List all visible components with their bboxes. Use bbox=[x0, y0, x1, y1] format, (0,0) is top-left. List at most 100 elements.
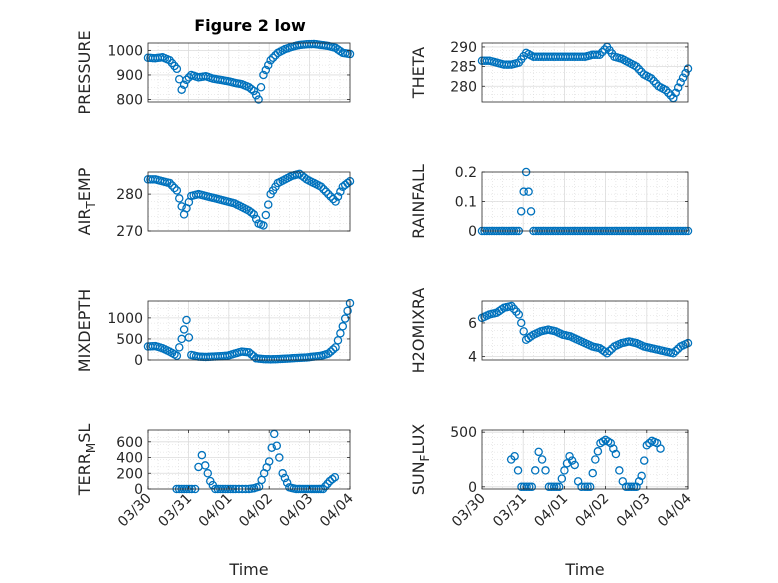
data-point-interp bbox=[629, 482, 639, 492]
data-point-interp bbox=[588, 468, 597, 478]
data-point-interp bbox=[179, 325, 189, 334]
y-tick-label: 0 bbox=[134, 353, 143, 369]
data-point-interp bbox=[526, 207, 536, 216]
data-point-interp bbox=[272, 441, 282, 450]
x-tick-label: 04/02 bbox=[573, 491, 613, 531]
data-point-interp bbox=[336, 187, 345, 196]
data-point bbox=[249, 210, 259, 219]
y-axis-label: THETA bbox=[409, 47, 428, 99]
data-point bbox=[324, 349, 333, 358]
data-point-interp bbox=[203, 469, 213, 478]
data-point bbox=[172, 351, 182, 361]
data-point-interp bbox=[267, 443, 276, 452]
y-tick-label: 285 bbox=[450, 60, 477, 76]
panel-air_temp: 270 280 AIRTEMP bbox=[75, 167, 355, 240]
data-point bbox=[615, 466, 624, 475]
y-axis-label: TERRMSL bbox=[75, 424, 98, 497]
data-point bbox=[541, 466, 550, 475]
data-point-interp bbox=[251, 214, 261, 224]
data-point bbox=[172, 64, 182, 74]
data-point bbox=[595, 50, 604, 60]
data-point-interp bbox=[649, 76, 658, 86]
data-point-interp bbox=[268, 53, 278, 63]
data-point-interp bbox=[247, 84, 256, 94]
y-axis-label: H2OMIXRA bbox=[409, 288, 428, 374]
y-tick-label: 400 bbox=[116, 451, 143, 467]
x-tick-label: 03/31 bbox=[155, 491, 195, 531]
data-point bbox=[534, 447, 543, 457]
x-tick-label: 04/01 bbox=[196, 491, 236, 531]
y-tick-label: 600 bbox=[116, 435, 143, 451]
data-point-interp bbox=[184, 333, 194, 342]
data-point-interp bbox=[256, 83, 266, 92]
data-point-interp bbox=[326, 347, 336, 356]
data-point bbox=[646, 74, 656, 83]
panel-mixdepth: 0 500 1000 MIXDEPTH bbox=[75, 289, 355, 372]
data-point bbox=[637, 471, 646, 481]
data-point bbox=[560, 466, 569, 475]
axes-box bbox=[481, 300, 689, 361]
y-axis-label: SUNFLUX bbox=[409, 424, 432, 496]
axes-box bbox=[147, 429, 351, 490]
data-point bbox=[537, 455, 547, 464]
y-tick-label: 500 bbox=[450, 425, 477, 441]
x-tick-label: 04/03 bbox=[277, 491, 317, 531]
data-point-interp bbox=[600, 45, 609, 54]
data-point-interp bbox=[519, 187, 528, 196]
data-point-interp bbox=[328, 345, 338, 354]
data-point-interp bbox=[319, 184, 328, 194]
data-point-interp bbox=[261, 210, 271, 220]
y-tick-label: 4 bbox=[468, 350, 477, 366]
data-point-interp bbox=[321, 482, 330, 491]
y-tick-label: 0.2 bbox=[455, 165, 477, 181]
grid bbox=[148, 430, 350, 489]
data-point bbox=[259, 70, 268, 80]
data-point bbox=[565, 451, 574, 461]
data-point-interp bbox=[167, 181, 177, 190]
axes-box bbox=[147, 300, 351, 361]
data-point bbox=[661, 85, 671, 95]
y-tick-label: 280 bbox=[450, 79, 477, 95]
data-point-interp bbox=[323, 479, 332, 489]
data-point bbox=[602, 349, 612, 358]
data-point-interp bbox=[516, 207, 526, 216]
data-point-interp bbox=[557, 474, 567, 483]
data-point bbox=[324, 189, 333, 199]
data-point bbox=[165, 178, 174, 188]
grid bbox=[148, 301, 350, 360]
data-point-interp bbox=[247, 208, 256, 217]
y-tick-label: 280 bbox=[116, 187, 143, 203]
data-point-interp bbox=[524, 482, 534, 492]
y-tick-label: 6 bbox=[468, 316, 477, 332]
data-point bbox=[513, 466, 523, 475]
data-point bbox=[577, 482, 586, 492]
data-point bbox=[676, 78, 685, 87]
x-tick-label: 03/30 bbox=[449, 491, 489, 531]
axes-box bbox=[481, 42, 689, 103]
data-point-interp bbox=[251, 90, 261, 100]
data-point bbox=[172, 186, 182, 195]
data-point bbox=[278, 469, 287, 478]
y-axis-label: AIRTEMP bbox=[75, 167, 98, 235]
series-air_temp bbox=[143, 169, 355, 230]
panel-h2omixra: 4 6 H2OMIXRA bbox=[409, 288, 693, 374]
data-point-interp bbox=[678, 73, 688, 82]
data-point bbox=[611, 449, 621, 459]
data-point-interp bbox=[328, 474, 337, 484]
data-point-interp bbox=[263, 60, 273, 70]
data-point-interp bbox=[567, 456, 577, 465]
data-point bbox=[669, 349, 678, 358]
series-mixdepth bbox=[143, 298, 355, 364]
y-tick-label: 0.1 bbox=[455, 195, 477, 211]
data-point bbox=[182, 75, 191, 85]
data-point bbox=[530, 466, 540, 475]
data-point bbox=[555, 482, 564, 492]
data-point bbox=[585, 482, 595, 492]
y-tick-label: 0 bbox=[134, 482, 143, 498]
data-point bbox=[642, 441, 652, 450]
data-point bbox=[570, 460, 579, 470]
y-tick-label: 0 bbox=[468, 224, 477, 240]
figure-title: Figure 2 low bbox=[194, 16, 306, 35]
data-point-interp bbox=[179, 80, 189, 90]
